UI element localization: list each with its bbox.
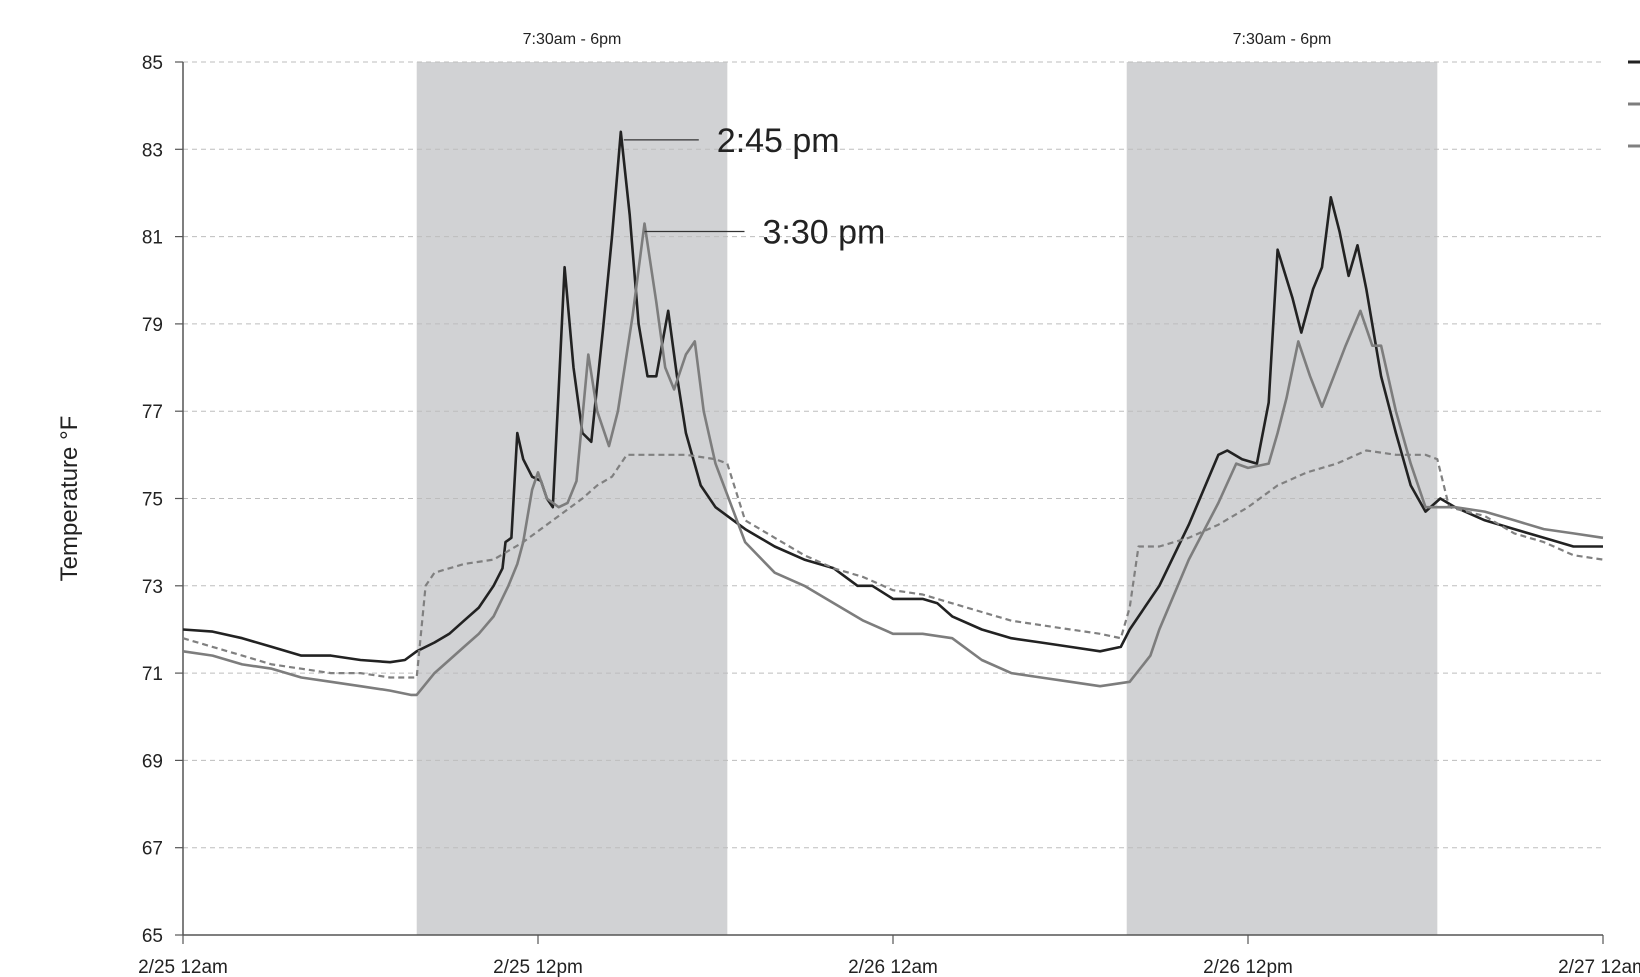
y-tick-label-75: 75 <box>142 490 163 511</box>
y-tick-label-77: 77 <box>142 402 163 423</box>
annotation-label-0: 2:45 pm <box>717 122 840 160</box>
annotation-label-1: 3:30 pm <box>763 214 886 252</box>
y-tick-label-71: 71 <box>142 664 163 685</box>
y-tick-label-79: 79 <box>142 315 163 336</box>
y-axis-label: Temperature °F <box>56 416 83 582</box>
y-tick-label-83: 83 <box>142 140 163 161</box>
y-tick-label-67: 67 <box>142 839 163 860</box>
y-tick-label-85: 85 <box>142 53 163 74</box>
shaded-period-label-1: 7:30am - 6pm <box>1233 31 1332 48</box>
x-tick-label-1: 2/25 12pm <box>493 957 583 977</box>
x-tick-label-0: 2/25 12am <box>138 957 228 977</box>
x-tick-label-3: 2/26 12pm <box>1203 957 1293 977</box>
series-line-2 <box>182 222 1604 697</box>
y-tick-label-81: 81 <box>142 228 163 249</box>
shaded-period-label-0: 7:30am - 6pm <box>523 31 622 48</box>
y-tick-label-69: 69 <box>142 751 163 772</box>
x-tick-label-2: 2/26 12am <box>848 957 938 977</box>
series-line-3 <box>182 449 1604 679</box>
x-tick-label-4: 2/27 12am <box>1558 957 1640 977</box>
y-tick-label-65: 65 <box>142 926 163 947</box>
y-tick-label-73: 73 <box>142 577 163 598</box>
series-line-1 <box>182 130 1603 664</box>
